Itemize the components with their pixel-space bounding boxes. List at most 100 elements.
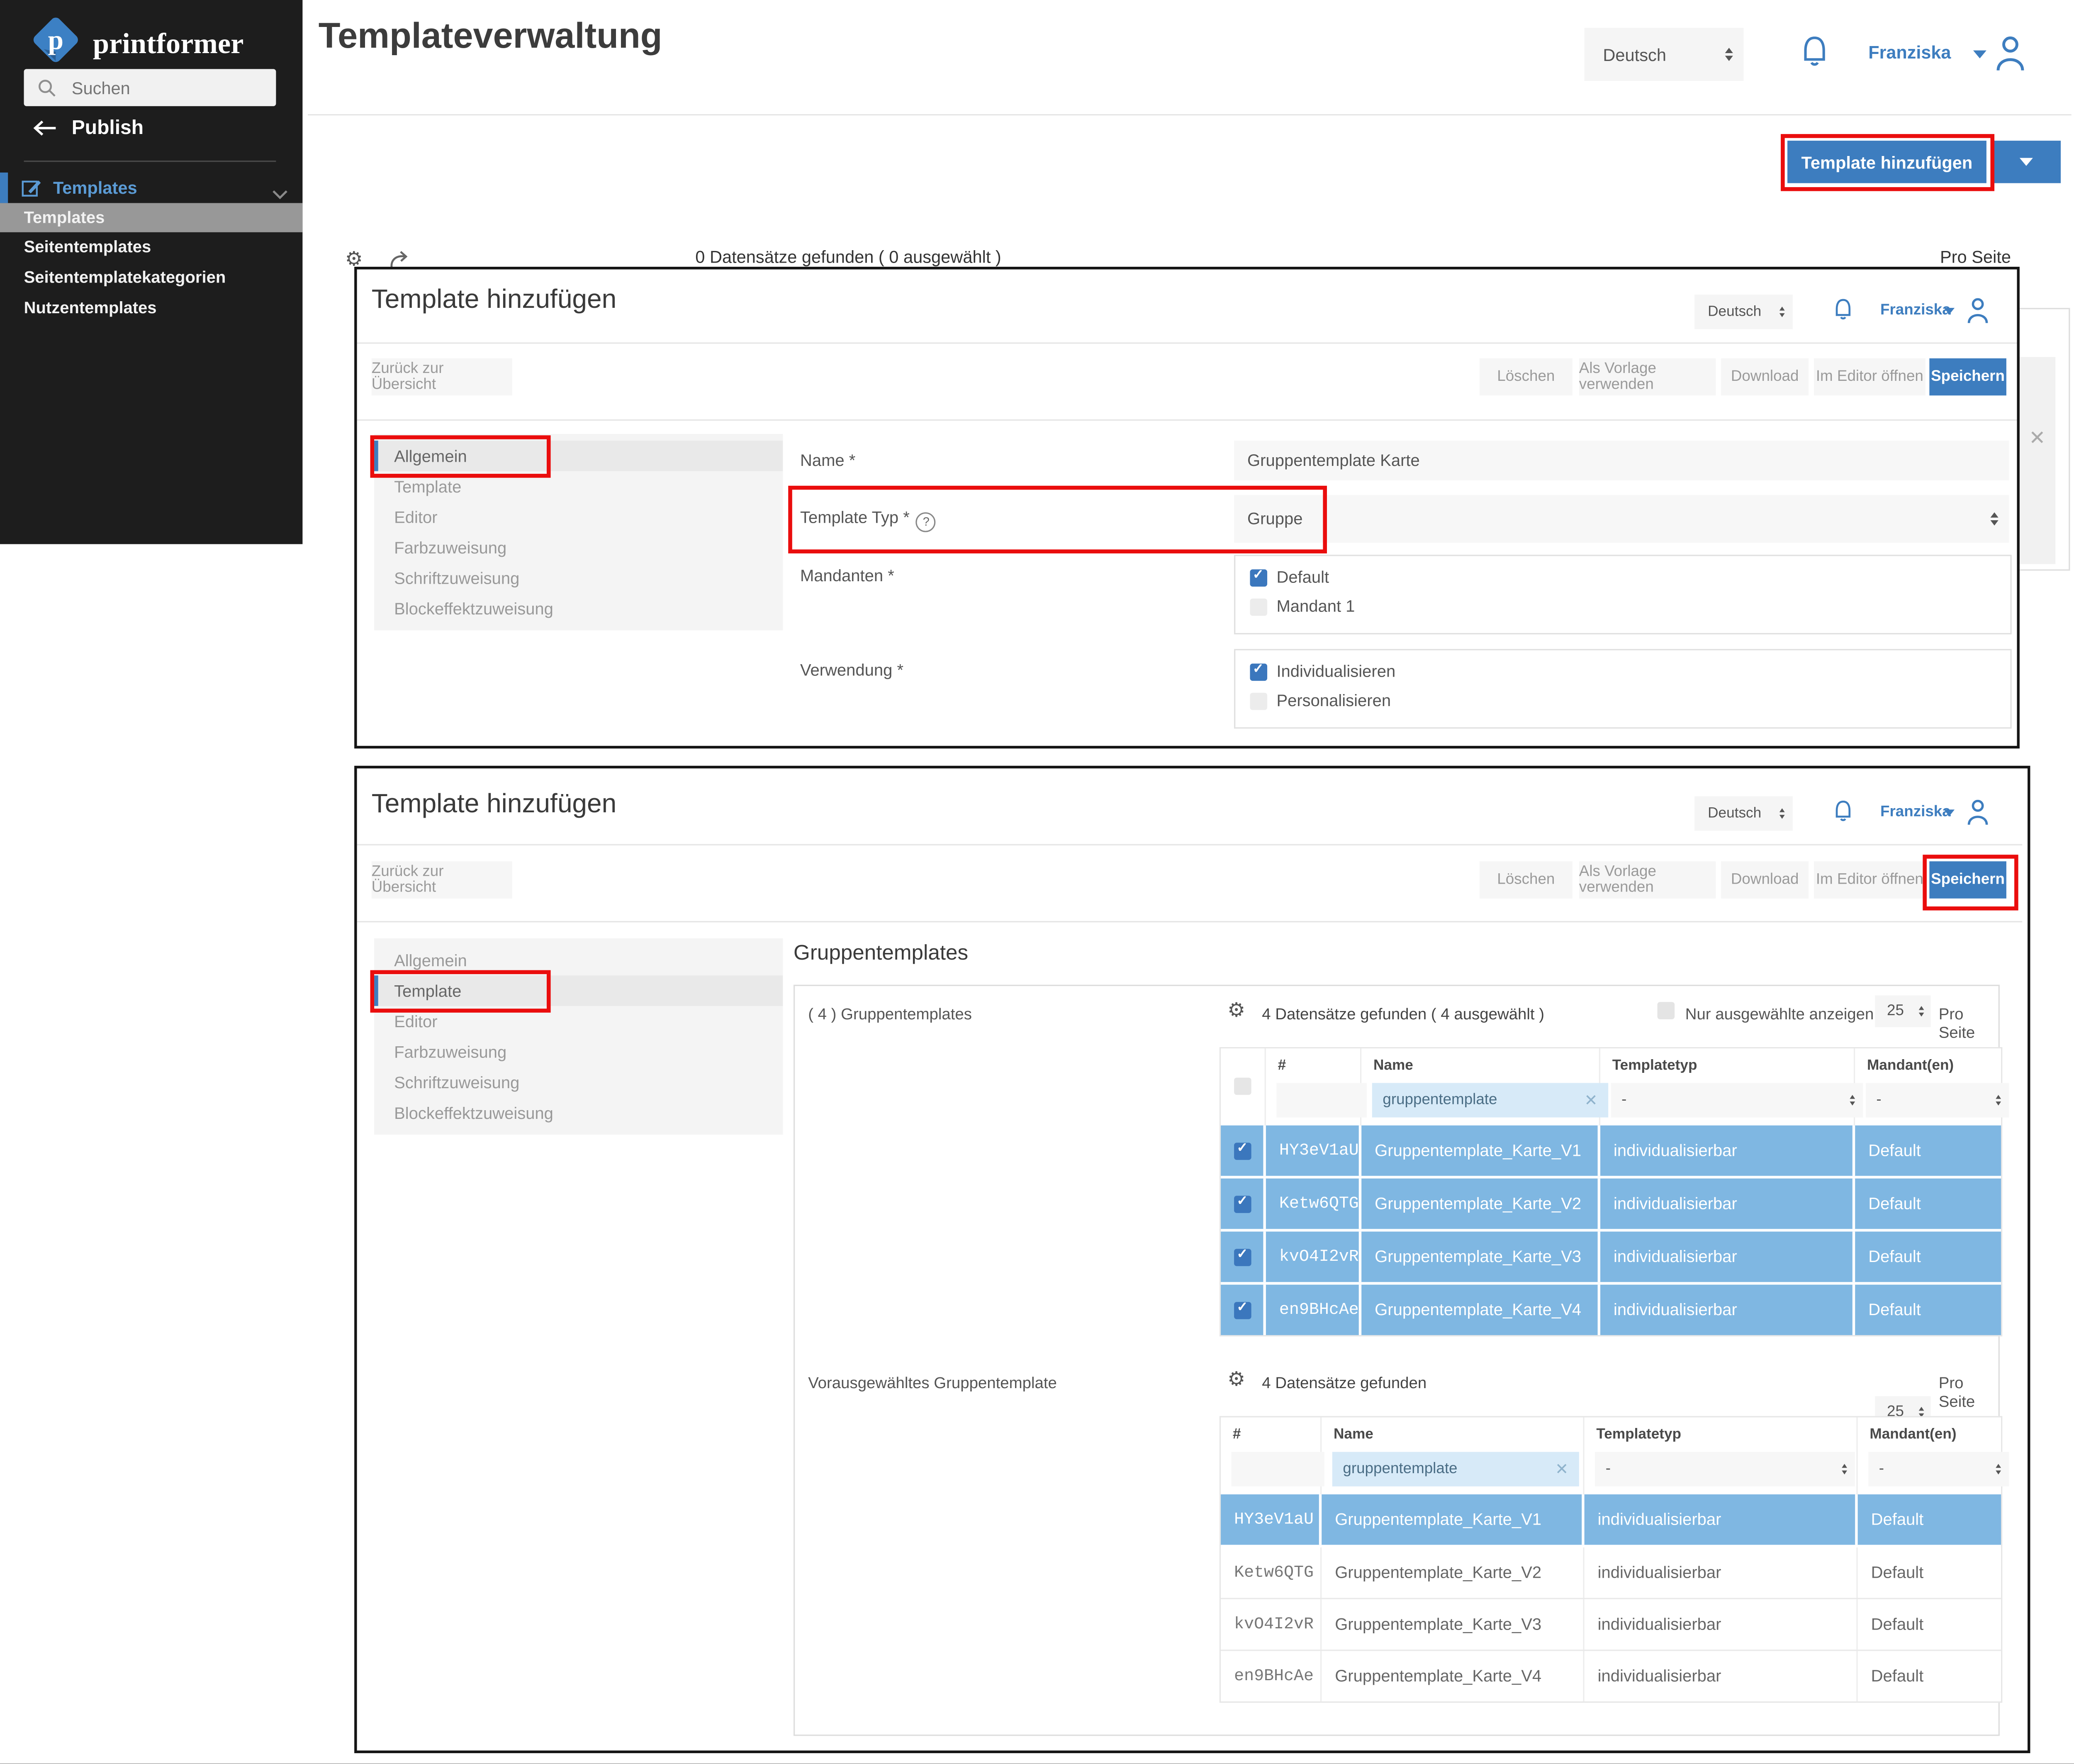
- gear-icon[interactable]: ⚙: [345, 247, 363, 271]
- name-filter-input[interactable]: gruppentemplate ✕: [1332, 1452, 1579, 1486]
- row-checkbox[interactable]: [1234, 1194, 1251, 1213]
- sidebar-section-templates[interactable]: Templates: [0, 172, 302, 203]
- user-name[interactable]: Franziska: [1880, 804, 1951, 820]
- usage-option-individualisieren[interactable]: Individualisieren: [1250, 662, 1395, 681]
- gear-icon[interactable]: ⚙: [1227, 998, 1246, 1022]
- nav-item-template[interactable]: Template: [374, 975, 783, 1006]
- bell-icon[interactable]: [1833, 297, 1854, 331]
- nav-item-allgemein[interactable]: Allgemein: [374, 945, 783, 976]
- checkbox-unchecked-icon[interactable]: [1250, 598, 1268, 615]
- col-client: Mandant(en) -: [1855, 1048, 2009, 1126]
- row-id: en9BHcAe: [1221, 1651, 1322, 1702]
- nav-item-farbzuweisung[interactable]: Farbzuweisung: [374, 532, 783, 563]
- search-input[interactable]: [69, 76, 247, 99]
- add-template-button[interactable]: Template hinzufügen: [1787, 141, 1986, 183]
- language-select[interactable]: Deutsch: [1694, 796, 1793, 831]
- user-name[interactable]: Franziska: [1868, 42, 1951, 63]
- download-button[interactable]: Download: [1721, 358, 1809, 396]
- table-row[interactable]: HY3eV1aU Gruppentemplate_Karte_V1 indivi…: [1221, 1494, 2001, 1548]
- help-icon[interactable]: ?: [916, 512, 936, 532]
- delete-button[interactable]: Löschen: [1479, 861, 1573, 899]
- col-label: Templatetyp: [1596, 1426, 1682, 1443]
- row-checkbox[interactable]: [1234, 1141, 1251, 1160]
- back-to-overview-button[interactable]: Zurück zur Übersicht: [371, 358, 512, 396]
- nav-item-blockeffektzuweisung[interactable]: Blockeffektzuweisung: [374, 593, 783, 624]
- open-in-editor-button[interactable]: Im Editor öffnen: [1814, 861, 1926, 899]
- nav-item-farbzuweisung[interactable]: Farbzuweisung: [374, 1036, 783, 1067]
- table-row[interactable]: Ketw6QTG Gruppentemplate_Karte_V2 indivi…: [1221, 1547, 2001, 1599]
- bell-icon[interactable]: [1833, 799, 1854, 832]
- type-filter-select[interactable]: -: [1595, 1452, 1855, 1486]
- sidebar-item-nutzentemplates[interactable]: Nutzentemplates: [0, 293, 302, 322]
- checkbox-checked-icon[interactable]: [1250, 662, 1268, 680]
- bell-icon[interactable]: [1799, 34, 1830, 78]
- clear-filter-icon[interactable]: ✕: [1555, 1459, 1569, 1479]
- download-button[interactable]: Download: [1721, 861, 1809, 899]
- user-name[interactable]: Franziska: [1880, 302, 1951, 319]
- table-row[interactable]: kvO4I2vR Gruppentemplate_Karte_V3 indivi…: [1221, 1231, 2001, 1285]
- table-row[interactable]: en9BHcAe Gruppentemplate_Karte_V4 indivi…: [1221, 1651, 2001, 1702]
- name-filter-input[interactable]: gruppentemplate ✕: [1372, 1083, 1609, 1118]
- only-selected-checkbox[interactable]: [1657, 1002, 1675, 1019]
- avatar-icon[interactable]: [1965, 296, 1991, 330]
- nav-item-schriftzuweisung[interactable]: Schriftzuweisung: [374, 1067, 783, 1098]
- sidebar-item-seitentemplatekategorien[interactable]: Seitentemplatekategorien: [0, 263, 302, 292]
- user-caret-icon[interactable]: [1944, 809, 1955, 816]
- nav-item-template[interactable]: Template: [374, 471, 783, 502]
- use-as-template-button[interactable]: Als Vorlage verwenden: [1579, 861, 1716, 899]
- language-select[interactable]: Deutsch: [1584, 28, 1744, 81]
- row-checkbox[interactable]: [1234, 1247, 1251, 1266]
- add-template-dropdown-button[interactable]: [1991, 141, 2061, 183]
- save-button[interactable]: Speichern: [1929, 358, 2006, 396]
- type-filter-select[interactable]: -: [1611, 1083, 1863, 1118]
- avatar-icon[interactable]: [1993, 33, 2028, 78]
- select-all-checkbox[interactable]: [1234, 1077, 1251, 1095]
- avatar-icon[interactable]: [1965, 798, 1991, 832]
- nav-item-allgemein[interactable]: Allgemein: [374, 441, 783, 471]
- nav-item-editor[interactable]: Editor: [374, 502, 783, 532]
- sidebar-back-publish[interactable]: Publish: [32, 117, 144, 139]
- row-type: individualisierbar: [1585, 1494, 1858, 1545]
- checkbox-checked-icon[interactable]: [1250, 568, 1268, 586]
- sidebar-search[interactable]: [24, 69, 276, 106]
- table-row[interactable]: Ketw6QTG Gruppentemplate_Karte_V2 indivi…: [1221, 1178, 2001, 1232]
- name-field-value: Gruppentemplate Karte: [1247, 451, 1420, 470]
- sidebar-item-seitentemplates[interactable]: Seitentemplates: [0, 232, 302, 261]
- row-type: individualisierbar: [1600, 1231, 1855, 1282]
- type-select[interactable]: Gruppe: [1234, 495, 2009, 543]
- delete-button[interactable]: Löschen: [1479, 358, 1573, 396]
- checkbox-unchecked-icon[interactable]: [1250, 692, 1268, 709]
- gear-icon[interactable]: ⚙: [1227, 1367, 1246, 1391]
- row-client: Default: [1871, 1615, 1924, 1634]
- save-label: Speichern: [1931, 872, 2005, 888]
- use-as-template-button[interactable]: Als Vorlage verwenden: [1579, 358, 1716, 396]
- row-checkbox[interactable]: [1234, 1300, 1251, 1319]
- nav-item-blockeffektzuweisung[interactable]: Blockeffektzuweisung: [374, 1098, 783, 1128]
- client-option-default[interactable]: Default: [1250, 568, 1329, 587]
- table-row[interactable]: kvO4I2vR Gruppentemplate_Karte_V3 indivi…: [1221, 1599, 2001, 1651]
- client-option-mandant1[interactable]: Mandant 1: [1250, 597, 1355, 616]
- usage-option-personalisieren[interactable]: Personalisieren: [1250, 692, 1391, 710]
- sidebar-item-templates[interactable]: Templates: [0, 203, 303, 232]
- client-filter-select[interactable]: -: [1868, 1452, 2009, 1486]
- clear-filter-icon[interactable]: ✕: [1584, 1091, 1598, 1110]
- table-row[interactable]: HY3eV1aU Gruppentemplate_Karte_V1 indivi…: [1221, 1125, 2001, 1179]
- id-filter-input[interactable]: [1231, 1452, 1324, 1486]
- per-page-select[interactable]: 25: [1875, 995, 1931, 1028]
- language-select[interactable]: Deutsch: [1694, 295, 1793, 329]
- user-caret-icon[interactable]: [1973, 50, 1986, 58]
- table-row[interactable]: en9BHcAe Gruppentemplate_Karte_V4 indivi…: [1221, 1284, 2001, 1335]
- nav-item-schriftzuweisung[interactable]: Schriftzuweisung: [374, 563, 783, 593]
- back-to-overview-button[interactable]: Zurück zur Übersicht: [371, 861, 512, 899]
- user-caret-icon[interactable]: [1944, 308, 1955, 315]
- id-filter-input[interactable]: [1276, 1083, 1367, 1118]
- back-to-overview-label: Zurück zur Übersicht: [371, 361, 444, 393]
- client-filter-select[interactable]: -: [1865, 1083, 2009, 1118]
- open-in-editor-button[interactable]: Im Editor öffnen: [1814, 358, 1926, 396]
- row-type: individualisierbar: [1585, 1547, 1858, 1598]
- col-type: Templatetyp -: [1585, 1417, 1858, 1495]
- save-button[interactable]: Speichern: [1929, 861, 2006, 899]
- sidebar-divider: [24, 161, 276, 162]
- nav-item-editor[interactable]: Editor: [374, 1006, 783, 1037]
- name-field[interactable]: Gruppentemplate Karte: [1234, 441, 2009, 481]
